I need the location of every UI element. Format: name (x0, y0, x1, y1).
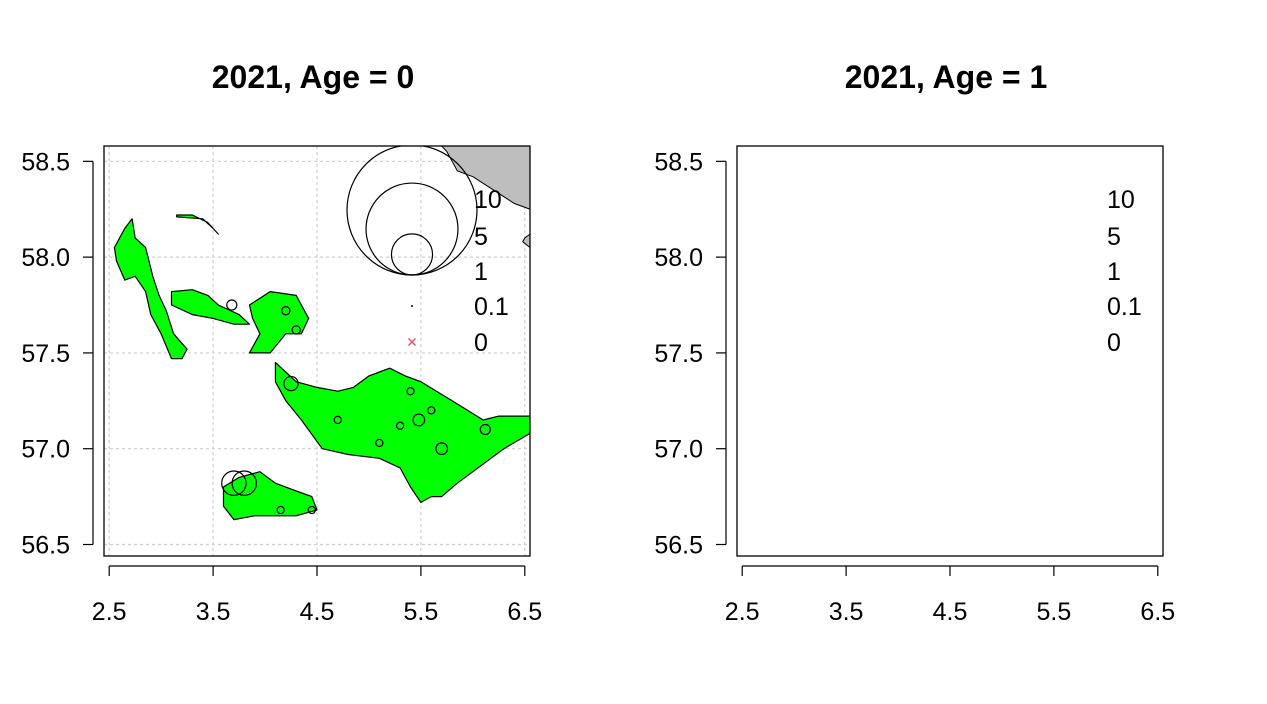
area-polygon (857, 472, 951, 520)
area-polygon (222, 471, 318, 521)
y-tick-label: 58.0 (654, 244, 703, 272)
data-point (226, 299, 238, 311)
data-point (926, 311, 933, 318)
legend-symbol-zero (408, 338, 416, 346)
y-tick-label: 58.0 (21, 244, 70, 272)
area-polygon (908, 363, 1163, 503)
plot-frame (103, 145, 531, 557)
legend (346, 146, 478, 346)
legend-symbol (980, 145, 1110, 275)
legend-label: 0.1 (474, 293, 509, 321)
data-point (427, 406, 436, 415)
data-point (281, 306, 291, 316)
legend-label: 0.1 (1107, 293, 1142, 321)
chart-title: 2021, Age = 0 (212, 59, 415, 95)
data-point (479, 423, 491, 436)
panel-age-0: 2021, Age = 0 10 5 1 0.1 0 2.5 3.5 4.5 5.5 6.5 56.5… (21, 59, 542, 626)
data-point (307, 505, 316, 515)
data-point (221, 470, 247, 496)
data-point (395, 421, 405, 430)
y-tick-label: 58.5 (654, 148, 703, 176)
data-point (412, 413, 426, 427)
plot-area (104, 146, 530, 556)
area-polygon (805, 290, 883, 325)
data-point (333, 415, 342, 425)
legend-symbol (1044, 305, 1046, 307)
legend-symbol (365, 182, 459, 276)
data-point (978, 416, 985, 423)
data-point (1040, 407, 1047, 414)
y-tick-label: 57.5 (21, 340, 70, 368)
data-point (1009, 436, 1016, 443)
data-point (375, 438, 384, 448)
data-point (291, 325, 301, 335)
x-tick-label: 2.5 (92, 598, 127, 626)
x-tick-label: 2.5 (725, 598, 760, 626)
area-polygon (747, 219, 820, 359)
legend-label: 5 (1107, 223, 1121, 251)
y-tick-label: 57.0 (21, 436, 70, 464)
panel-age-1: 2021, Age = 1 10 5 1 0.1 0 2.5 3.5 4.5 5.5 6.5 56.5… (654, 59, 1175, 626)
coastline-land (1156, 234, 1163, 247)
data-point (283, 375, 299, 392)
legend-label: 1 (1107, 258, 1121, 286)
y-tick-label: 57.5 (654, 340, 703, 368)
legend-symbol (1024, 234, 1065, 275)
x-tick-label: 4.5 (933, 598, 968, 626)
y-tick-label: 56.5 (21, 532, 70, 560)
x-tick-label: 4.5 (300, 598, 335, 626)
x-tick-label: 6.5 (507, 598, 542, 626)
data-point (864, 468, 894, 498)
area-polygon (883, 292, 942, 353)
legend-label: 0 (474, 329, 488, 357)
plot-area (737, 146, 1163, 556)
area-polygon (170, 289, 251, 325)
area-polygon (810, 215, 852, 234)
x-tick-label: 3.5 (829, 598, 864, 626)
chart-title: 2021, Age = 1 (845, 59, 1048, 95)
legend-label: 5 (474, 223, 488, 251)
x-tick-label: 5.5 (404, 598, 439, 626)
area-polygon (176, 214, 219, 235)
x-tick-label: 5.5 (1037, 598, 1072, 626)
data-point (809, 426, 924, 541)
data-point (1061, 436, 1068, 443)
data-point (231, 470, 258, 496)
legend (980, 145, 1110, 346)
legend-symbol (411, 305, 413, 307)
plot-frame (736, 145, 1164, 557)
legend-label: 0 (1107, 329, 1121, 357)
y-tick-label: 56.5 (654, 532, 703, 560)
legend-symbol-zero (1042, 339, 1049, 346)
y-tick-label: 58.5 (21, 148, 70, 176)
data-point (910, 512, 917, 519)
area-polygon (248, 291, 310, 354)
data-point (435, 442, 449, 456)
data-point (406, 387, 415, 396)
legend-label: 10 (1107, 186, 1135, 214)
data-point (1112, 425, 1120, 433)
x-tick-label: 3.5 (196, 598, 231, 626)
zero-point (799, 323, 806, 330)
legend-symbol (390, 233, 434, 276)
legend-label: 1 (474, 258, 488, 286)
data-point (276, 505, 285, 515)
y-tick-label: 57.0 (654, 436, 703, 464)
x-tick-label: 6.5 (1140, 598, 1175, 626)
legend-label: 10 (474, 186, 502, 214)
area-polygon (113, 218, 188, 360)
legend-symbol (999, 183, 1091, 275)
coastline-land (522, 233, 530, 249)
area-polygon (274, 361, 530, 503)
